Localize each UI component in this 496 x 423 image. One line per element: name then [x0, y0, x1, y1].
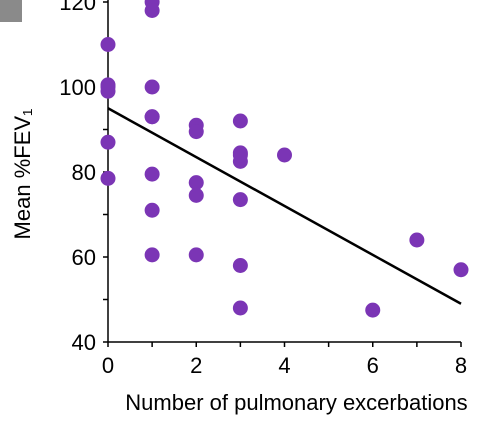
- x-tick-label: 6: [367, 353, 379, 378]
- data-point: [144, 109, 160, 125]
- y-tick-label: 100: [59, 75, 96, 100]
- y-tick-label: 40: [72, 330, 96, 355]
- y-tick-label: 80: [72, 160, 96, 185]
- data-point: [277, 147, 292, 163]
- data-point: [232, 300, 248, 316]
- data-points: [100, 0, 469, 318]
- data-point: [232, 147, 248, 163]
- data-point: [188, 175, 204, 191]
- y-tick-label: 120: [59, 0, 96, 15]
- x-tick-label: 8: [455, 353, 467, 378]
- data-point: [365, 302, 381, 318]
- data-point: [188, 247, 204, 263]
- data-point: [232, 258, 248, 273]
- data-point: [232, 192, 248, 208]
- data-point: [144, 202, 160, 218]
- trendline: [107, 107, 462, 305]
- data-point: [188, 187, 204, 203]
- corner-mark: [0, 0, 22, 22]
- data-point: [453, 262, 469, 278]
- data-point: [188, 124, 204, 140]
- data-point: [100, 79, 116, 95]
- x-tick-label: 0: [102, 353, 114, 378]
- y-tick-label: 60: [72, 245, 96, 270]
- data-point: [100, 37, 116, 52]
- data-point: [409, 232, 425, 248]
- data-point: [144, 3, 160, 18]
- trendline-group: [107, 107, 462, 305]
- y-axis-label: Mean %FEV₁: [10, 109, 35, 240]
- data-point: [100, 170, 116, 186]
- data-point: [144, 247, 160, 263]
- data-point: [144, 79, 160, 95]
- axes: [107, 0, 461, 343]
- axis-ticks: 40 60 80 100 120 0 2 4 6 8: [59, 0, 467, 378]
- x-tick-label: 2: [190, 353, 202, 378]
- x-axis-label: Number of pulmonary excerbations: [125, 390, 467, 415]
- data-point: [100, 134, 116, 150]
- data-point: [232, 113, 248, 129]
- data-point: [144, 166, 160, 182]
- x-tick-label: 4: [278, 353, 290, 378]
